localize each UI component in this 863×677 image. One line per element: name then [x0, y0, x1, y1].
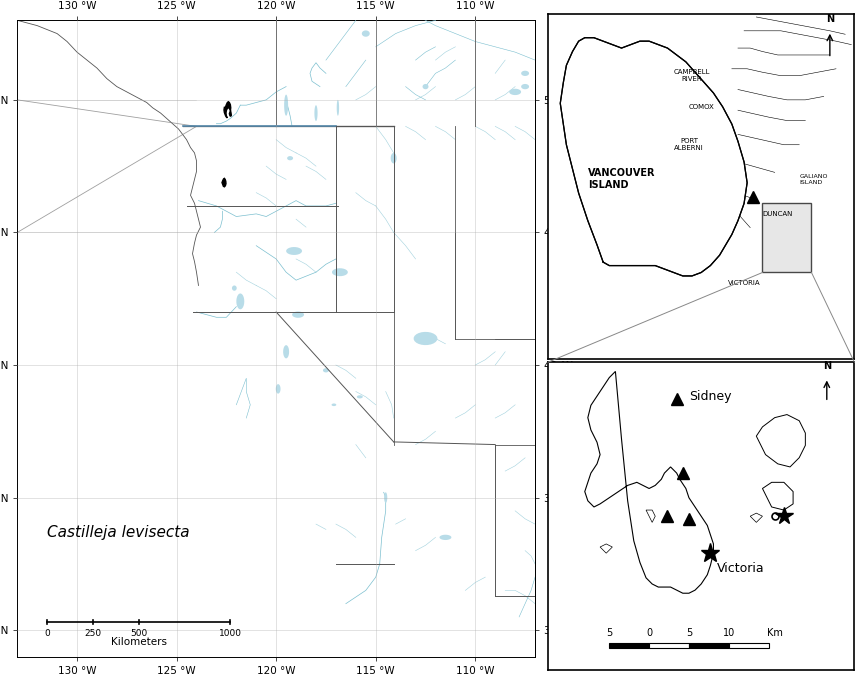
Polygon shape	[585, 372, 714, 593]
Polygon shape	[293, 311, 304, 318]
Polygon shape	[224, 102, 231, 118]
Polygon shape	[17, 20, 535, 657]
Text: DUNCAN: DUNCAN	[763, 211, 793, 217]
Polygon shape	[384, 492, 387, 503]
Text: Sidney: Sidney	[689, 389, 732, 403]
Polygon shape	[439, 535, 451, 540]
Text: GALIANO
ISLAND: GALIANO ISLAND	[799, 174, 828, 185]
Text: 1000: 1000	[219, 629, 242, 638]
Polygon shape	[413, 332, 438, 345]
Polygon shape	[287, 247, 302, 255]
Text: COMOX: COMOX	[689, 104, 714, 110]
Text: N: N	[826, 14, 834, 24]
Text: Castilleja levisecta: Castilleja levisecta	[47, 525, 190, 540]
Polygon shape	[391, 153, 397, 163]
Text: 250: 250	[85, 629, 102, 638]
Polygon shape	[521, 70, 529, 76]
Polygon shape	[356, 395, 362, 399]
Polygon shape	[276, 384, 280, 393]
Text: Kilometers: Kilometers	[110, 637, 167, 647]
Polygon shape	[337, 100, 339, 116]
Bar	[609, 643, 649, 648]
Text: CAMPBELL
RIVER: CAMPBELL RIVER	[674, 69, 710, 82]
Polygon shape	[763, 482, 793, 510]
Bar	[649, 643, 689, 648]
Polygon shape	[750, 513, 763, 523]
Polygon shape	[323, 368, 329, 372]
Polygon shape	[521, 84, 529, 89]
Polygon shape	[314, 105, 318, 121]
Polygon shape	[232, 286, 236, 290]
Polygon shape	[222, 178, 226, 187]
Text: 5: 5	[686, 628, 692, 638]
Polygon shape	[331, 403, 337, 406]
Text: VICTORIA: VICTORIA	[728, 280, 760, 286]
Bar	[763, 203, 811, 272]
Polygon shape	[646, 510, 655, 523]
Text: 500: 500	[130, 629, 148, 638]
Bar	[728, 643, 769, 648]
Text: VANCOUVER
ISLAND: VANCOUVER ISLAND	[588, 169, 655, 190]
Polygon shape	[284, 95, 288, 116]
Polygon shape	[236, 293, 244, 309]
Text: 0: 0	[44, 629, 50, 638]
Polygon shape	[362, 30, 369, 37]
Polygon shape	[287, 156, 293, 160]
Polygon shape	[332, 268, 348, 276]
Text: PORT
ALBERNI: PORT ALBERNI	[674, 138, 704, 151]
Text: 10: 10	[722, 628, 735, 638]
Text: 0: 0	[646, 628, 652, 638]
Polygon shape	[600, 544, 613, 553]
Polygon shape	[283, 345, 289, 358]
Text: N: N	[822, 362, 831, 372]
Polygon shape	[423, 84, 429, 89]
Polygon shape	[509, 89, 521, 95]
Text: 5: 5	[606, 628, 613, 638]
Bar	[689, 643, 728, 648]
Polygon shape	[560, 38, 747, 276]
Text: Victoria: Victoria	[716, 563, 764, 575]
Text: Km: Km	[767, 628, 783, 638]
Polygon shape	[756, 414, 805, 467]
